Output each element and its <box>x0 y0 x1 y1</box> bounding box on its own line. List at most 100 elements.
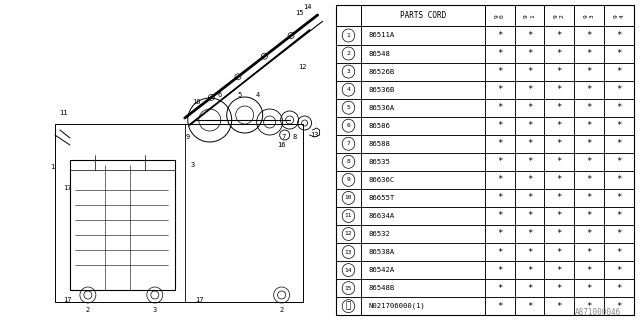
Bar <box>336 225 361 243</box>
Text: 86536B: 86536B <box>369 87 395 92</box>
Bar <box>574 225 604 243</box>
Bar <box>604 27 634 44</box>
Text: *: * <box>557 121 562 130</box>
Bar <box>361 189 485 207</box>
Text: *: * <box>616 121 621 130</box>
Text: *: * <box>497 284 502 292</box>
Text: 14: 14 <box>345 268 352 273</box>
Bar <box>545 99 574 117</box>
Text: *: * <box>527 302 532 311</box>
Bar <box>515 81 545 99</box>
Text: 5: 5 <box>347 105 350 110</box>
Text: 6: 6 <box>347 123 350 128</box>
Bar <box>515 189 545 207</box>
Text: N021706000(1): N021706000(1) <box>369 303 426 309</box>
Bar <box>485 225 515 243</box>
Text: *: * <box>497 266 502 275</box>
Bar <box>515 297 545 315</box>
Bar <box>574 44 604 62</box>
Bar <box>336 62 361 81</box>
Bar <box>574 135 604 153</box>
Text: 3: 3 <box>191 162 195 168</box>
Text: *: * <box>497 212 502 220</box>
Text: PARTS CORD: PARTS CORD <box>400 11 446 20</box>
Bar <box>604 297 634 315</box>
Bar <box>574 279 604 297</box>
Text: *: * <box>586 302 592 311</box>
Bar <box>604 207 634 225</box>
Bar <box>515 135 545 153</box>
Text: 13: 13 <box>345 250 352 254</box>
Text: 1: 1 <box>50 164 54 170</box>
Text: 86535: 86535 <box>369 159 391 165</box>
Text: 17: 17 <box>195 297 204 303</box>
Text: *: * <box>527 175 532 184</box>
Text: *: * <box>557 31 562 40</box>
Bar <box>604 135 634 153</box>
Bar <box>485 243 515 261</box>
Text: 5: 5 <box>237 92 242 98</box>
Bar <box>604 225 634 243</box>
Text: 86536A: 86536A <box>369 105 395 111</box>
Bar <box>604 171 634 189</box>
Bar <box>604 81 634 99</box>
Text: *: * <box>616 85 621 94</box>
Text: *: * <box>527 248 532 257</box>
Bar <box>361 62 485 81</box>
Text: *: * <box>616 212 621 220</box>
Bar <box>545 243 574 261</box>
Bar <box>515 171 545 189</box>
Text: *: * <box>586 212 592 220</box>
Bar <box>574 117 604 135</box>
Bar <box>515 243 545 261</box>
Text: 13: 13 <box>310 132 319 138</box>
Text: *: * <box>586 139 592 148</box>
Bar <box>336 297 361 315</box>
Text: 86634A: 86634A <box>369 213 395 219</box>
Text: *: * <box>497 31 502 40</box>
Bar <box>515 153 545 171</box>
Bar <box>545 207 574 225</box>
Text: *: * <box>497 302 502 311</box>
Text: 6: 6 <box>218 92 222 98</box>
Text: 9
1: 9 1 <box>524 14 535 18</box>
Bar <box>515 261 545 279</box>
Text: 4: 4 <box>347 87 350 92</box>
Text: 2: 2 <box>86 307 90 313</box>
Text: *: * <box>586 266 592 275</box>
Bar <box>485 297 515 315</box>
Bar <box>515 5 545 27</box>
Bar <box>604 243 634 261</box>
Text: 86588: 86588 <box>369 141 391 147</box>
Text: *: * <box>527 67 532 76</box>
Text: *: * <box>557 103 562 112</box>
Text: *: * <box>586 229 592 238</box>
Text: 15: 15 <box>296 10 304 16</box>
Bar <box>604 261 634 279</box>
Bar <box>604 5 634 27</box>
Text: 10: 10 <box>345 196 352 200</box>
Text: *: * <box>527 284 532 292</box>
Text: 9
3: 9 3 <box>584 14 595 18</box>
Text: 9
0: 9 0 <box>494 14 505 18</box>
Bar <box>545 27 574 44</box>
Bar <box>485 62 515 81</box>
Text: *: * <box>616 302 621 311</box>
Text: *: * <box>497 121 502 130</box>
Text: 16: 16 <box>277 142 286 148</box>
Bar <box>336 153 361 171</box>
Bar <box>361 27 485 44</box>
Bar <box>574 27 604 44</box>
Bar <box>604 279 634 297</box>
Text: *: * <box>527 121 532 130</box>
Bar <box>361 225 485 243</box>
Text: A871000046: A871000046 <box>575 308 621 317</box>
Bar <box>545 261 574 279</box>
Bar <box>336 44 361 62</box>
Text: 86636C: 86636C <box>369 177 395 183</box>
Text: 11: 11 <box>59 110 67 116</box>
Text: *: * <box>557 302 562 311</box>
Text: *: * <box>557 212 562 220</box>
Text: *: * <box>497 248 502 257</box>
Text: 15: 15 <box>345 286 352 291</box>
